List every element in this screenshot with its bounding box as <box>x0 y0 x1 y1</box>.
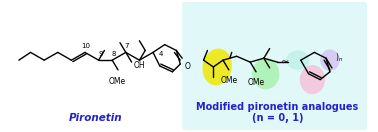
Text: 10: 10 <box>81 43 90 50</box>
Text: OMe: OMe <box>248 78 265 87</box>
FancyBboxPatch shape <box>182 2 367 130</box>
Text: OMe: OMe <box>108 77 125 86</box>
Text: 9: 9 <box>98 51 103 57</box>
Text: O: O <box>184 62 190 71</box>
Text: 8: 8 <box>112 51 116 57</box>
Ellipse shape <box>252 58 279 89</box>
Text: Modified pironetin analogues
(n = 0, 1): Modified pironetin analogues (n = 0, 1) <box>196 102 359 123</box>
Ellipse shape <box>286 50 310 70</box>
Text: $\sim$: $\sim$ <box>279 54 290 64</box>
Text: OMe: OMe <box>220 76 237 85</box>
Ellipse shape <box>300 65 325 94</box>
Text: Pironetin: Pironetin <box>69 114 122 124</box>
Text: )$_n$: )$_n$ <box>335 51 343 63</box>
Ellipse shape <box>203 49 232 85</box>
Text: 7: 7 <box>124 43 129 50</box>
Text: OH: OH <box>133 62 145 70</box>
Ellipse shape <box>320 50 340 71</box>
Text: 4: 4 <box>159 51 163 57</box>
